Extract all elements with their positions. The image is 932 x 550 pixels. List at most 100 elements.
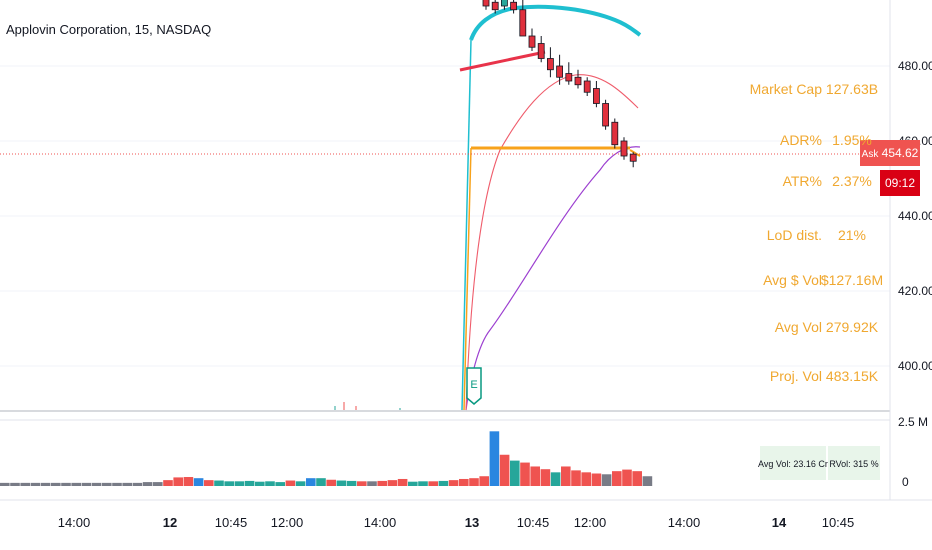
earnings-marker[interactable]: E bbox=[466, 367, 482, 405]
volume-bar bbox=[10, 482, 20, 486]
time-tick-label: 14:00 bbox=[668, 515, 701, 530]
volume-bar bbox=[346, 480, 357, 486]
volume-bar bbox=[326, 479, 336, 486]
volume-bar bbox=[581, 472, 591, 486]
volume-bar bbox=[71, 482, 81, 486]
price-tick-label: 480.00 bbox=[898, 59, 932, 73]
stats-row-label: LoD dist. bbox=[767, 227, 822, 243]
volume-bar bbox=[561, 466, 571, 486]
volume-bar bbox=[142, 482, 153, 486]
rvol-badge: RVol: 315 % bbox=[829, 459, 878, 469]
volume-bar bbox=[265, 481, 275, 486]
time-tick-label: 14:00 bbox=[58, 515, 91, 530]
volume-bar bbox=[163, 480, 173, 486]
volume-bar bbox=[612, 471, 622, 486]
volume-bar bbox=[377, 480, 387, 486]
volume-bar bbox=[0, 482, 10, 486]
volume-bar bbox=[550, 472, 561, 486]
volume-axis-zero: 0 bbox=[902, 475, 909, 489]
time-tick-label: 14 bbox=[772, 515, 787, 530]
stats-row-value: 2.37% bbox=[832, 173, 872, 189]
volume-bar bbox=[571, 470, 581, 486]
volume-bar bbox=[295, 481, 306, 486]
time-axis[interactable]: 14:00 12 10:45 12:00 14:00 13 10:45 12:00 14:00 1… bbox=[58, 515, 855, 530]
time-tick-label: 10:45 bbox=[517, 515, 550, 530]
volume-bar bbox=[132, 482, 143, 486]
volume-bar bbox=[469, 478, 479, 486]
volume-bar bbox=[51, 482, 61, 486]
time-tick-label: 12 bbox=[163, 515, 177, 530]
time-tick-label: 12:00 bbox=[271, 515, 304, 530]
candle-body bbox=[537, 43, 545, 59]
stats-row-value: 279.92K bbox=[826, 319, 879, 335]
volume-bars bbox=[0, 431, 653, 486]
candle-body bbox=[574, 76, 582, 86]
volume-bar bbox=[61, 482, 71, 486]
volume-bar bbox=[591, 473, 602, 486]
stats-row-label: Proj. Vol bbox=[770, 368, 822, 384]
ma-red-thick-line[interactable] bbox=[459, 50, 546, 72]
price-tick-label: 420.00 bbox=[898, 284, 932, 298]
volume-bar bbox=[510, 460, 520, 486]
avg-vol-badge: Avg Vol: 23.16 Cr bbox=[758, 459, 828, 469]
candle-body bbox=[602, 103, 609, 127]
stats-row-label: Avg $ Vol bbox=[763, 272, 822, 288]
candle-body bbox=[547, 58, 554, 71]
ema-cyan-line[interactable] bbox=[469, 4, 642, 41]
volume-bar bbox=[112, 482, 122, 486]
candle-body bbox=[528, 35, 536, 48]
volume-bar bbox=[183, 477, 194, 486]
cyan-rise-line[interactable] bbox=[461, 39, 472, 411]
premarket-ticks bbox=[334, 402, 401, 410]
volume-bar bbox=[397, 478, 408, 486]
volume-bar bbox=[499, 454, 510, 486]
volume-bar bbox=[20, 482, 30, 486]
vwap-line[interactable] bbox=[465, 146, 641, 411]
volume-bar bbox=[122, 482, 132, 486]
stats-row-value: 1.95% bbox=[832, 132, 872, 148]
time-tick-label: 10:45 bbox=[215, 515, 248, 530]
candle-body bbox=[611, 121, 619, 146]
ma-red-thin-line[interactable] bbox=[465, 74, 639, 411]
volume-bar bbox=[479, 476, 489, 486]
stats-row-label: Avg Vol bbox=[775, 319, 822, 335]
time-tick-label: 10:45 bbox=[822, 515, 855, 530]
ask-label: Ask bbox=[862, 149, 880, 160]
volume-axis-top: 2.5 M bbox=[898, 415, 928, 429]
volume-bar bbox=[285, 480, 296, 486]
volume-bar bbox=[438, 480, 449, 486]
candle-body bbox=[500, 0, 508, 7]
volume-bar bbox=[601, 474, 612, 486]
bar-countdown: 09:12 bbox=[885, 176, 915, 190]
volume-bar bbox=[459, 478, 469, 486]
chart-title: Applovin Corporation, 15, NASDAQ bbox=[6, 22, 212, 37]
price-tick-label: 440.00 bbox=[898, 209, 932, 223]
volume-bar bbox=[193, 478, 204, 486]
volume-bar bbox=[275, 482, 285, 486]
orange-level-tail bbox=[629, 149, 641, 157]
volume-bar bbox=[642, 476, 653, 486]
volume-bar bbox=[632, 471, 642, 486]
volume-bar bbox=[40, 482, 51, 486]
volume-bar bbox=[255, 481, 265, 486]
time-tick-label: 13 bbox=[465, 515, 479, 530]
last-price-tag[interactable]: Ask 454.62 09:12 bbox=[860, 140, 920, 196]
volume-badges: Avg Vol: 23.16 Cr RVol: 315 % bbox=[758, 446, 880, 480]
volume-bar bbox=[306, 478, 316, 486]
volume-bar bbox=[489, 431, 500, 486]
candle-body bbox=[620, 140, 628, 157]
orange-rise-line[interactable] bbox=[463, 147, 472, 411]
volume-bar bbox=[367, 481, 377, 486]
candle-body bbox=[510, 1, 518, 11]
gridlines bbox=[0, 65, 890, 367]
volume-bar bbox=[224, 481, 234, 486]
stats-table: Market Cap 127.63B ADR% 1.95% ATR% 2.37% LoD d… bbox=[750, 81, 884, 384]
candle-body bbox=[629, 153, 637, 162]
volume-bar bbox=[418, 481, 428, 486]
volume-bar bbox=[316, 478, 326, 486]
candles bbox=[482, 0, 637, 168]
volume-bar bbox=[244, 480, 255, 486]
